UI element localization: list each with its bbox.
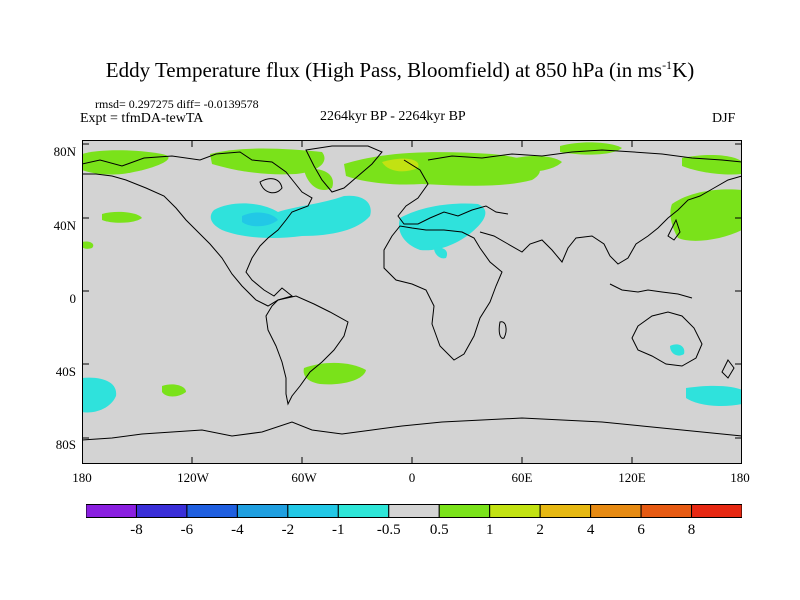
coast-new-zealand <box>721 359 735 379</box>
plot-title: Eddy Temperature flux (High Pass, Bloomf… <box>105 58 695 82</box>
coast-europe <box>397 159 509 225</box>
colorbar-label-11: 8 <box>687 522 696 538</box>
colorbar-label-3: -2 <box>281 522 295 538</box>
colorbar-label-6: 0.5 <box>429 522 449 538</box>
season-label: DJF <box>712 111 736 126</box>
region-cyan-med-tail <box>434 247 448 259</box>
lon-label-180e: 180 <box>730 470 750 485</box>
region-cyan-light-north-america <box>242 212 278 227</box>
colorbar-label-4: -1 <box>332 522 345 538</box>
coast-hudson <box>259 178 283 194</box>
colorbar-box-4 <box>287 504 339 518</box>
colorbar-label-7: 1 <box>485 522 494 538</box>
colorbar-label-9: 4 <box>586 522 595 538</box>
colorbar-box-6 <box>388 504 440 518</box>
region-green-south-atlantic <box>303 362 366 385</box>
region-green-arctic-na <box>82 150 169 175</box>
coastlines <box>82 145 742 441</box>
colorbar-box-3 <box>236 504 289 518</box>
coast-australia <box>631 311 703 367</box>
colorbar-label-2: -4 <box>231 522 244 538</box>
map-background <box>82 140 742 464</box>
region-yellow-barents <box>382 158 419 172</box>
region-green-east-siberia <box>682 155 742 175</box>
coast-south-america <box>265 295 349 406</box>
colorbar-box-2 <box>186 504 238 518</box>
coast-africa <box>383 225 503 361</box>
lon-label-180w: 180 <box>72 470 92 485</box>
lat-label-80n: 80N <box>53 144 76 159</box>
colorbar-box-7 <box>438 504 491 518</box>
region-cyan-south-pacific-west <box>82 377 117 413</box>
coast-greenland <box>305 145 383 193</box>
colorbar-label-10: 6 <box>637 522 645 538</box>
center-label: 2264kyr BP - 2264kyr BP <box>320 109 466 124</box>
colorbar <box>86 504 742 518</box>
colorbar-label-5: -0.5 <box>376 522 401 538</box>
experiment-label: Expt = tfmDA-tewTA <box>80 111 204 126</box>
region-green-siberia <box>502 156 562 172</box>
lat-label-40s: 40S <box>55 364 76 379</box>
lon-label-120w: 120W <box>177 470 209 485</box>
colorbar-box-11 <box>640 504 693 518</box>
region-cyan-australia-east <box>670 344 685 356</box>
colorbar-label-8: 2 <box>536 522 544 538</box>
lon-label-0: 0 <box>408 470 416 485</box>
region-green-north-pacific <box>670 189 742 241</box>
colorbar-label-0: -8 <box>130 522 143 538</box>
region-green-south-pacific <box>162 384 186 397</box>
lon-label-60e: 60E <box>511 470 533 485</box>
colorbar-box-0 <box>86 504 137 518</box>
colorbar-box-1 <box>135 504 188 518</box>
lon-label-120e: 120E <box>618 470 646 485</box>
coast-madagascar <box>498 321 507 339</box>
lon-label-60w: 60W <box>291 470 317 485</box>
region-cyan-mediterranean <box>398 203 486 251</box>
lat-label-0: 0 <box>69 291 77 306</box>
map-ticks <box>82 140 742 464</box>
coast-japan <box>667 218 681 241</box>
colorbar-label-1: -6 <box>180 522 194 538</box>
colorbar-box-8 <box>489 504 541 518</box>
coast-antarctica <box>82 417 742 441</box>
stats-line: rmsd= 0.297275 diff= -0.0139578 <box>95 97 259 111</box>
coast-north-america <box>82 151 313 307</box>
world-map <box>82 140 742 464</box>
lat-label-40n: 40N <box>53 218 76 233</box>
lat-label-80s: 80S <box>55 437 76 452</box>
region-green-pacific-dot <box>82 241 94 249</box>
coast-asia <box>479 175 742 265</box>
coast-indonesia <box>609 283 693 299</box>
region-green-pacific-west <box>102 211 142 223</box>
colorbar-box-9 <box>539 504 592 518</box>
region-cyan-north-america <box>210 195 371 238</box>
region-cyan-southern-ocean <box>686 385 742 406</box>
colorbar-box-10 <box>590 504 642 518</box>
colorbar-box-5 <box>337 504 390 518</box>
flux-regions <box>82 142 742 413</box>
coast-siberia <box>427 149 742 163</box>
colorbar-box-12 <box>691 504 742 518</box>
